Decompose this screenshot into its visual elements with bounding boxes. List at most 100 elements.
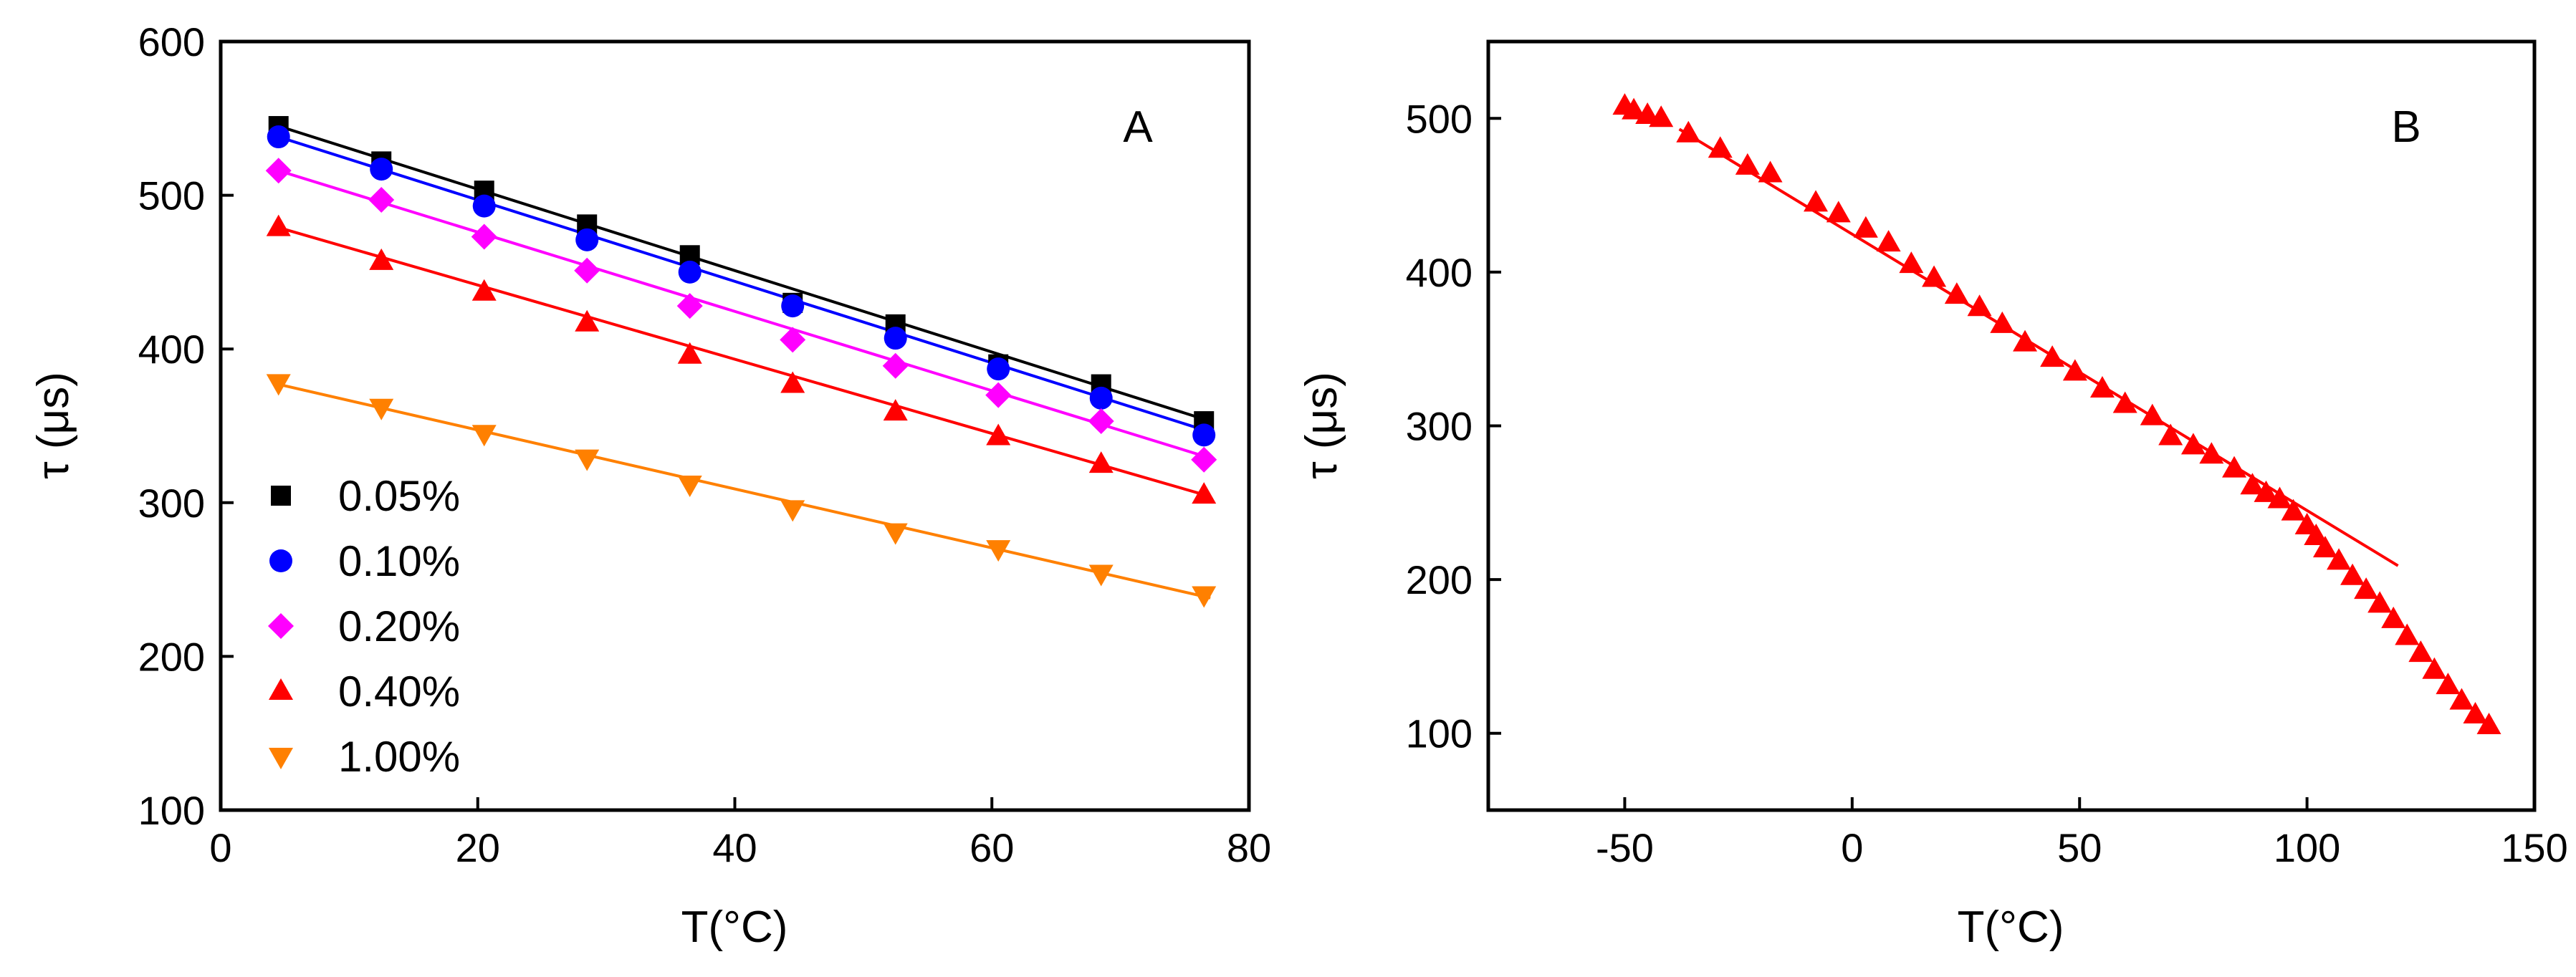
data-point-series-4 xyxy=(780,500,805,522)
data-point-series-0 xyxy=(1922,265,1947,287)
data-point-series-3 xyxy=(780,371,805,393)
y-tick-label: 200 xyxy=(1406,557,1473,602)
data-point-series-0 xyxy=(1649,105,1674,127)
data-point-series-1 xyxy=(370,158,393,181)
data-point-series-1 xyxy=(678,260,702,284)
y-tick-label: 600 xyxy=(138,19,205,64)
y-tick-label: 500 xyxy=(138,173,205,218)
panel-b-label: B xyxy=(2391,102,2421,152)
data-point-series-2 xyxy=(882,352,909,379)
data-point-series-0 xyxy=(2395,623,2420,645)
panel-a-y-axis-title: τ (μs) xyxy=(29,372,78,479)
data-point-series-0 xyxy=(2281,499,2306,521)
panel-b-x-axis-title: T(°C) xyxy=(1958,903,2064,952)
legend-marker-0 xyxy=(271,486,291,506)
data-point-series-0 xyxy=(1876,230,1901,252)
data-point-series-2 xyxy=(780,327,806,353)
data-point-series-4 xyxy=(883,523,908,545)
panel-b-fit-lines xyxy=(1678,127,2399,567)
data-point-series-0 xyxy=(2222,456,2247,478)
panel-a-ticks: 0 20 40 60 80 100 200 300 400 500 600 xyxy=(138,19,1272,870)
data-point-series-3 xyxy=(1192,482,1217,504)
panel-b-markers xyxy=(1612,93,2501,734)
data-point-series-0 xyxy=(2354,577,2379,600)
x-tick-label: 60 xyxy=(969,825,1014,870)
x-tick-label: 50 xyxy=(2057,825,2102,870)
legend-marker-2 xyxy=(268,613,294,639)
data-point-series-1 xyxy=(781,294,805,318)
panel-b-frame xyxy=(1486,39,2537,812)
data-point-series-0 xyxy=(1708,136,1733,158)
data-point-series-0 xyxy=(2140,403,2165,425)
data-point-series-0 xyxy=(2240,473,2265,495)
x-tick-label: 20 xyxy=(456,825,500,870)
panel-a-legend: 0.05% 0.10% 0.20% 0.40% 1.00% xyxy=(268,472,460,781)
data-point-series-0 xyxy=(1622,97,1647,120)
y-tick-label: 400 xyxy=(1406,250,1473,295)
data-point-series-0 xyxy=(2476,712,2501,734)
y-tick-label: 300 xyxy=(1406,404,1473,449)
data-point-series-0 xyxy=(2408,640,2433,663)
data-point-series-3 xyxy=(471,279,497,301)
data-point-series-1 xyxy=(1089,386,1113,410)
fit-line-series-3 xyxy=(278,226,1211,499)
data-point-series-4 xyxy=(677,476,702,498)
data-point-series-1 xyxy=(472,194,496,218)
data-point-series-4 xyxy=(1088,564,1114,587)
y-tick-label: 400 xyxy=(138,327,205,372)
data-point-series-2 xyxy=(368,187,395,213)
data-point-series-0 xyxy=(1826,201,1851,223)
data-point-series-0 xyxy=(1944,282,1969,304)
fit-line-series-2 xyxy=(278,169,1211,460)
legend-label: 0.20% xyxy=(338,602,460,650)
panel-a-fit-lines xyxy=(278,125,1211,600)
data-point-series-0 xyxy=(2062,359,2087,381)
data-point-series-0 xyxy=(2254,480,2279,502)
fit-line-series-4 xyxy=(278,382,1211,600)
data-point-series-0 xyxy=(2463,701,2488,723)
y-tick-label: 500 xyxy=(1406,96,1473,141)
data-point-series-0 xyxy=(1735,153,1760,175)
legend-label: 0.10% xyxy=(338,537,460,585)
data-point-series-3 xyxy=(883,399,908,421)
data-point-series-2 xyxy=(985,382,1012,408)
data-point-series-0 xyxy=(2180,433,2206,455)
data-point-series-2 xyxy=(574,257,600,284)
data-point-series-0 xyxy=(1899,251,1924,274)
data-point-series-4 xyxy=(575,449,600,471)
fit-line-series-1 xyxy=(278,135,1211,433)
data-point-series-0 xyxy=(2089,375,2115,398)
x-tick-label: -50 xyxy=(1596,825,1654,870)
panel-b: -50 0 50 100 150 100 200 300 400 500 B T(°C) τ (μ… xyxy=(1297,39,2568,952)
data-point-series-4 xyxy=(471,425,497,447)
panel-a-markers xyxy=(265,116,1217,608)
data-point-series-2 xyxy=(676,293,703,319)
data-point-series-0 xyxy=(2267,486,2292,509)
data-point-series-0 xyxy=(1804,190,1829,212)
fit-line-series-0 xyxy=(278,125,1211,423)
data-point-series-0 xyxy=(1676,120,1701,143)
data-point-series-2 xyxy=(1088,408,1114,435)
data-point-series-2 xyxy=(471,223,497,250)
data-point-series-4 xyxy=(369,398,394,420)
y-tick-label: 300 xyxy=(138,481,205,526)
data-point-series-3 xyxy=(369,248,394,270)
data-point-series-0 xyxy=(1967,294,1992,317)
data-point-series-0 xyxy=(2040,345,2065,367)
x-tick-label: 80 xyxy=(1227,825,1271,870)
data-point-series-3 xyxy=(986,423,1011,446)
data-point-series-0 xyxy=(2436,673,2461,695)
x-tick-label: 0 xyxy=(209,825,231,870)
data-point-series-0 xyxy=(2381,606,2406,628)
data-point-series-3 xyxy=(1088,451,1114,473)
panel-a-x-axis-title: T(°C) xyxy=(681,903,788,952)
x-tick-label: 100 xyxy=(2274,825,2340,870)
data-point-series-1 xyxy=(267,125,290,149)
data-point-series-1 xyxy=(1192,423,1216,447)
data-point-series-3 xyxy=(575,309,600,332)
legend-label: 0.05% xyxy=(338,472,460,520)
data-point-series-0 xyxy=(1853,216,1878,238)
data-point-series-0 xyxy=(2422,657,2447,679)
fit-line-series-0 xyxy=(1678,127,2399,567)
